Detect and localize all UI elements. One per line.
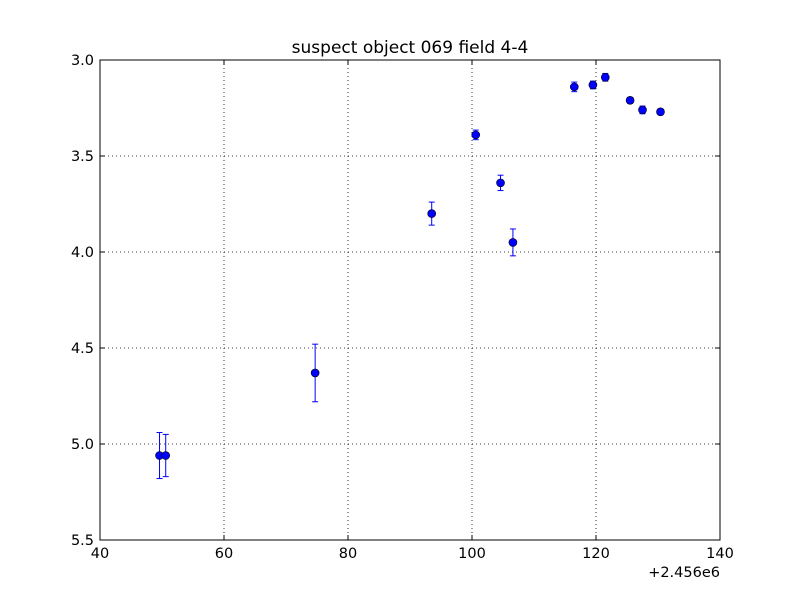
x-axis-offset-label: +2.456e6 (648, 565, 720, 581)
plot-frame (99, 59, 721, 541)
grid-lines (100, 60, 720, 540)
y-tick-label: 3.0 (71, 53, 94, 69)
data-point (600, 72, 610, 82)
data-point (508, 238, 518, 247)
x-tick-label: 40 (91, 546, 109, 562)
axis-ticks: 40 60 80 100 120 140 3.0 3.5 4.0 4.5 5.0 5.5 (71, 53, 734, 562)
y-tick-label: 3.5 (71, 149, 94, 165)
data-point (496, 178, 505, 188)
data-point (569, 82, 579, 92)
x-tick-label: 100 (458, 546, 486, 562)
data-point (427, 209, 437, 218)
y-tick-label: 4.0 (71, 245, 94, 261)
y-tick-label: 4.5 (71, 341, 94, 357)
data-point (161, 451, 171, 460)
x-tick-label: 120 (582, 546, 610, 562)
chart-title: suspect object 069 field 4-4 (292, 38, 529, 58)
data-point (471, 130, 481, 140)
data-point (625, 96, 635, 105)
data-point (588, 80, 598, 90)
x-tick-label: 140 (706, 546, 734, 562)
x-tick-label: 60 (215, 546, 233, 562)
y-tick-label: 5.0 (71, 437, 94, 453)
data-points (155, 72, 665, 480)
data-point (656, 107, 665, 117)
data-point (310, 368, 320, 378)
data-point (638, 105, 647, 115)
x-tick-label: 80 (339, 546, 357, 562)
y-tick-label: 5.5 (71, 533, 94, 549)
